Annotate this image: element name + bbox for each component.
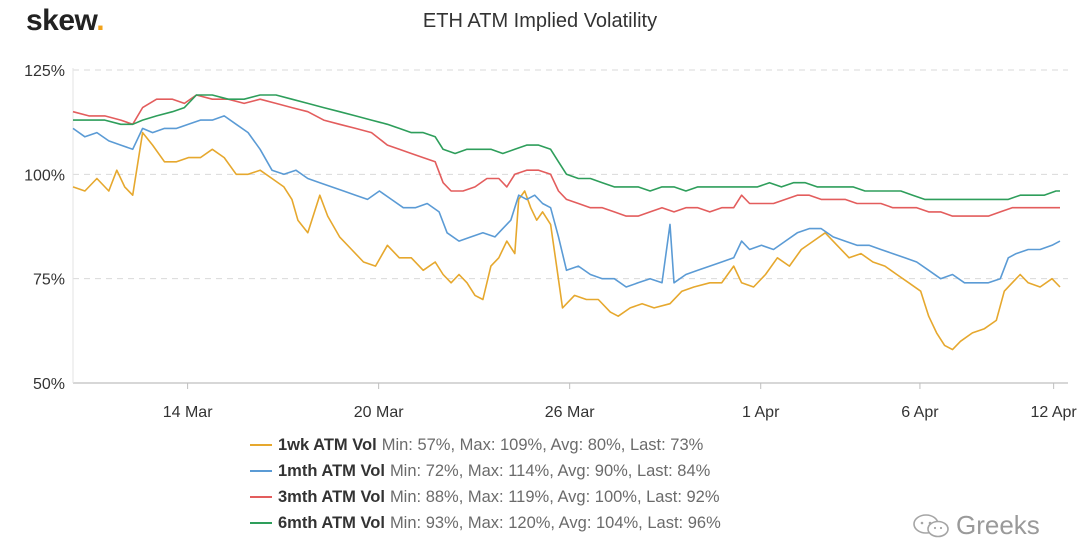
series-line-1mth xyxy=(72,115,1061,288)
legend-series-stats: Min: 72%, Max: 114%, Avg: 90%, Last: 84% xyxy=(389,461,711,480)
legend-series-name: 1mth ATM Vol xyxy=(278,461,385,480)
legend-series-name: 3mth ATM Vol xyxy=(278,487,385,506)
legend-series-name: 6mth ATM Vol xyxy=(278,513,385,532)
legend-item[interactable]: 3mth ATM Vol Min: 88%, Max: 119%, Avg: 10… xyxy=(250,484,721,510)
legend-item[interactable]: 1mth ATM Vol Min: 72%, Max: 114%, Avg: 90… xyxy=(250,458,721,484)
legend-swatch xyxy=(250,496,272,498)
logo-text: skew xyxy=(26,4,97,37)
y-tick-label: 125% xyxy=(24,63,65,80)
legend-series-name: 1wk ATM Vol xyxy=(278,435,377,454)
legend-swatch xyxy=(250,522,272,524)
y-tick-label: 75% xyxy=(33,272,65,289)
chart-legend: 1wk ATM Vol Min: 57%, Max: 109%, Avg: 80%… xyxy=(250,432,721,536)
legend-series-stats: Min: 88%, Max: 119%, Avg: 100%, Last: 92… xyxy=(389,487,720,506)
x-tick-label: 12 Apr xyxy=(1030,404,1077,421)
legend-item[interactable]: 1wk ATM Vol Min: 57%, Max: 109%, Avg: 80%… xyxy=(250,432,721,458)
legend-series-stats: Min: 57%, Max: 109%, Avg: 80%, Last: 73% xyxy=(381,435,704,454)
x-tick-label: 1 Apr xyxy=(742,404,780,421)
x-tick-label: 6 Apr xyxy=(901,404,939,421)
x-tick-label: 14 Mar xyxy=(163,404,213,421)
legend-swatch xyxy=(250,444,272,446)
legend-swatch xyxy=(250,470,272,472)
logo-dot: . xyxy=(96,4,105,37)
watermark-text: Greeks xyxy=(956,510,1040,540)
y-tick-label: 100% xyxy=(24,167,65,184)
greeks-watermark: Greeks xyxy=(912,510,1040,541)
chart-title: ETH ATM Implied Volatility xyxy=(422,10,658,32)
chart-canvas: 50% 75% 100% 125% 14 Mar 20 Mar 26 Mar 1 Apr 6 A… xyxy=(24,63,1077,421)
series-line-3mth xyxy=(72,94,1060,217)
wechat-icon xyxy=(913,513,949,537)
legend-series-stats: Min: 93%, Max: 120%, Avg: 104%, Last: 96… xyxy=(389,513,721,532)
series-line-1wk xyxy=(72,131,1061,351)
x-tick-label: 26 Mar xyxy=(545,404,595,421)
series-line-6mth xyxy=(73,94,1060,201)
legend-item[interactable]: 6mth ATM Vol Min: 93%, Max: 120%, Avg: 10… xyxy=(250,510,721,536)
y-tick-label: 50% xyxy=(33,376,65,393)
x-tick-label: 20 Mar xyxy=(354,404,404,421)
skew-logo: skew. xyxy=(26,4,105,38)
